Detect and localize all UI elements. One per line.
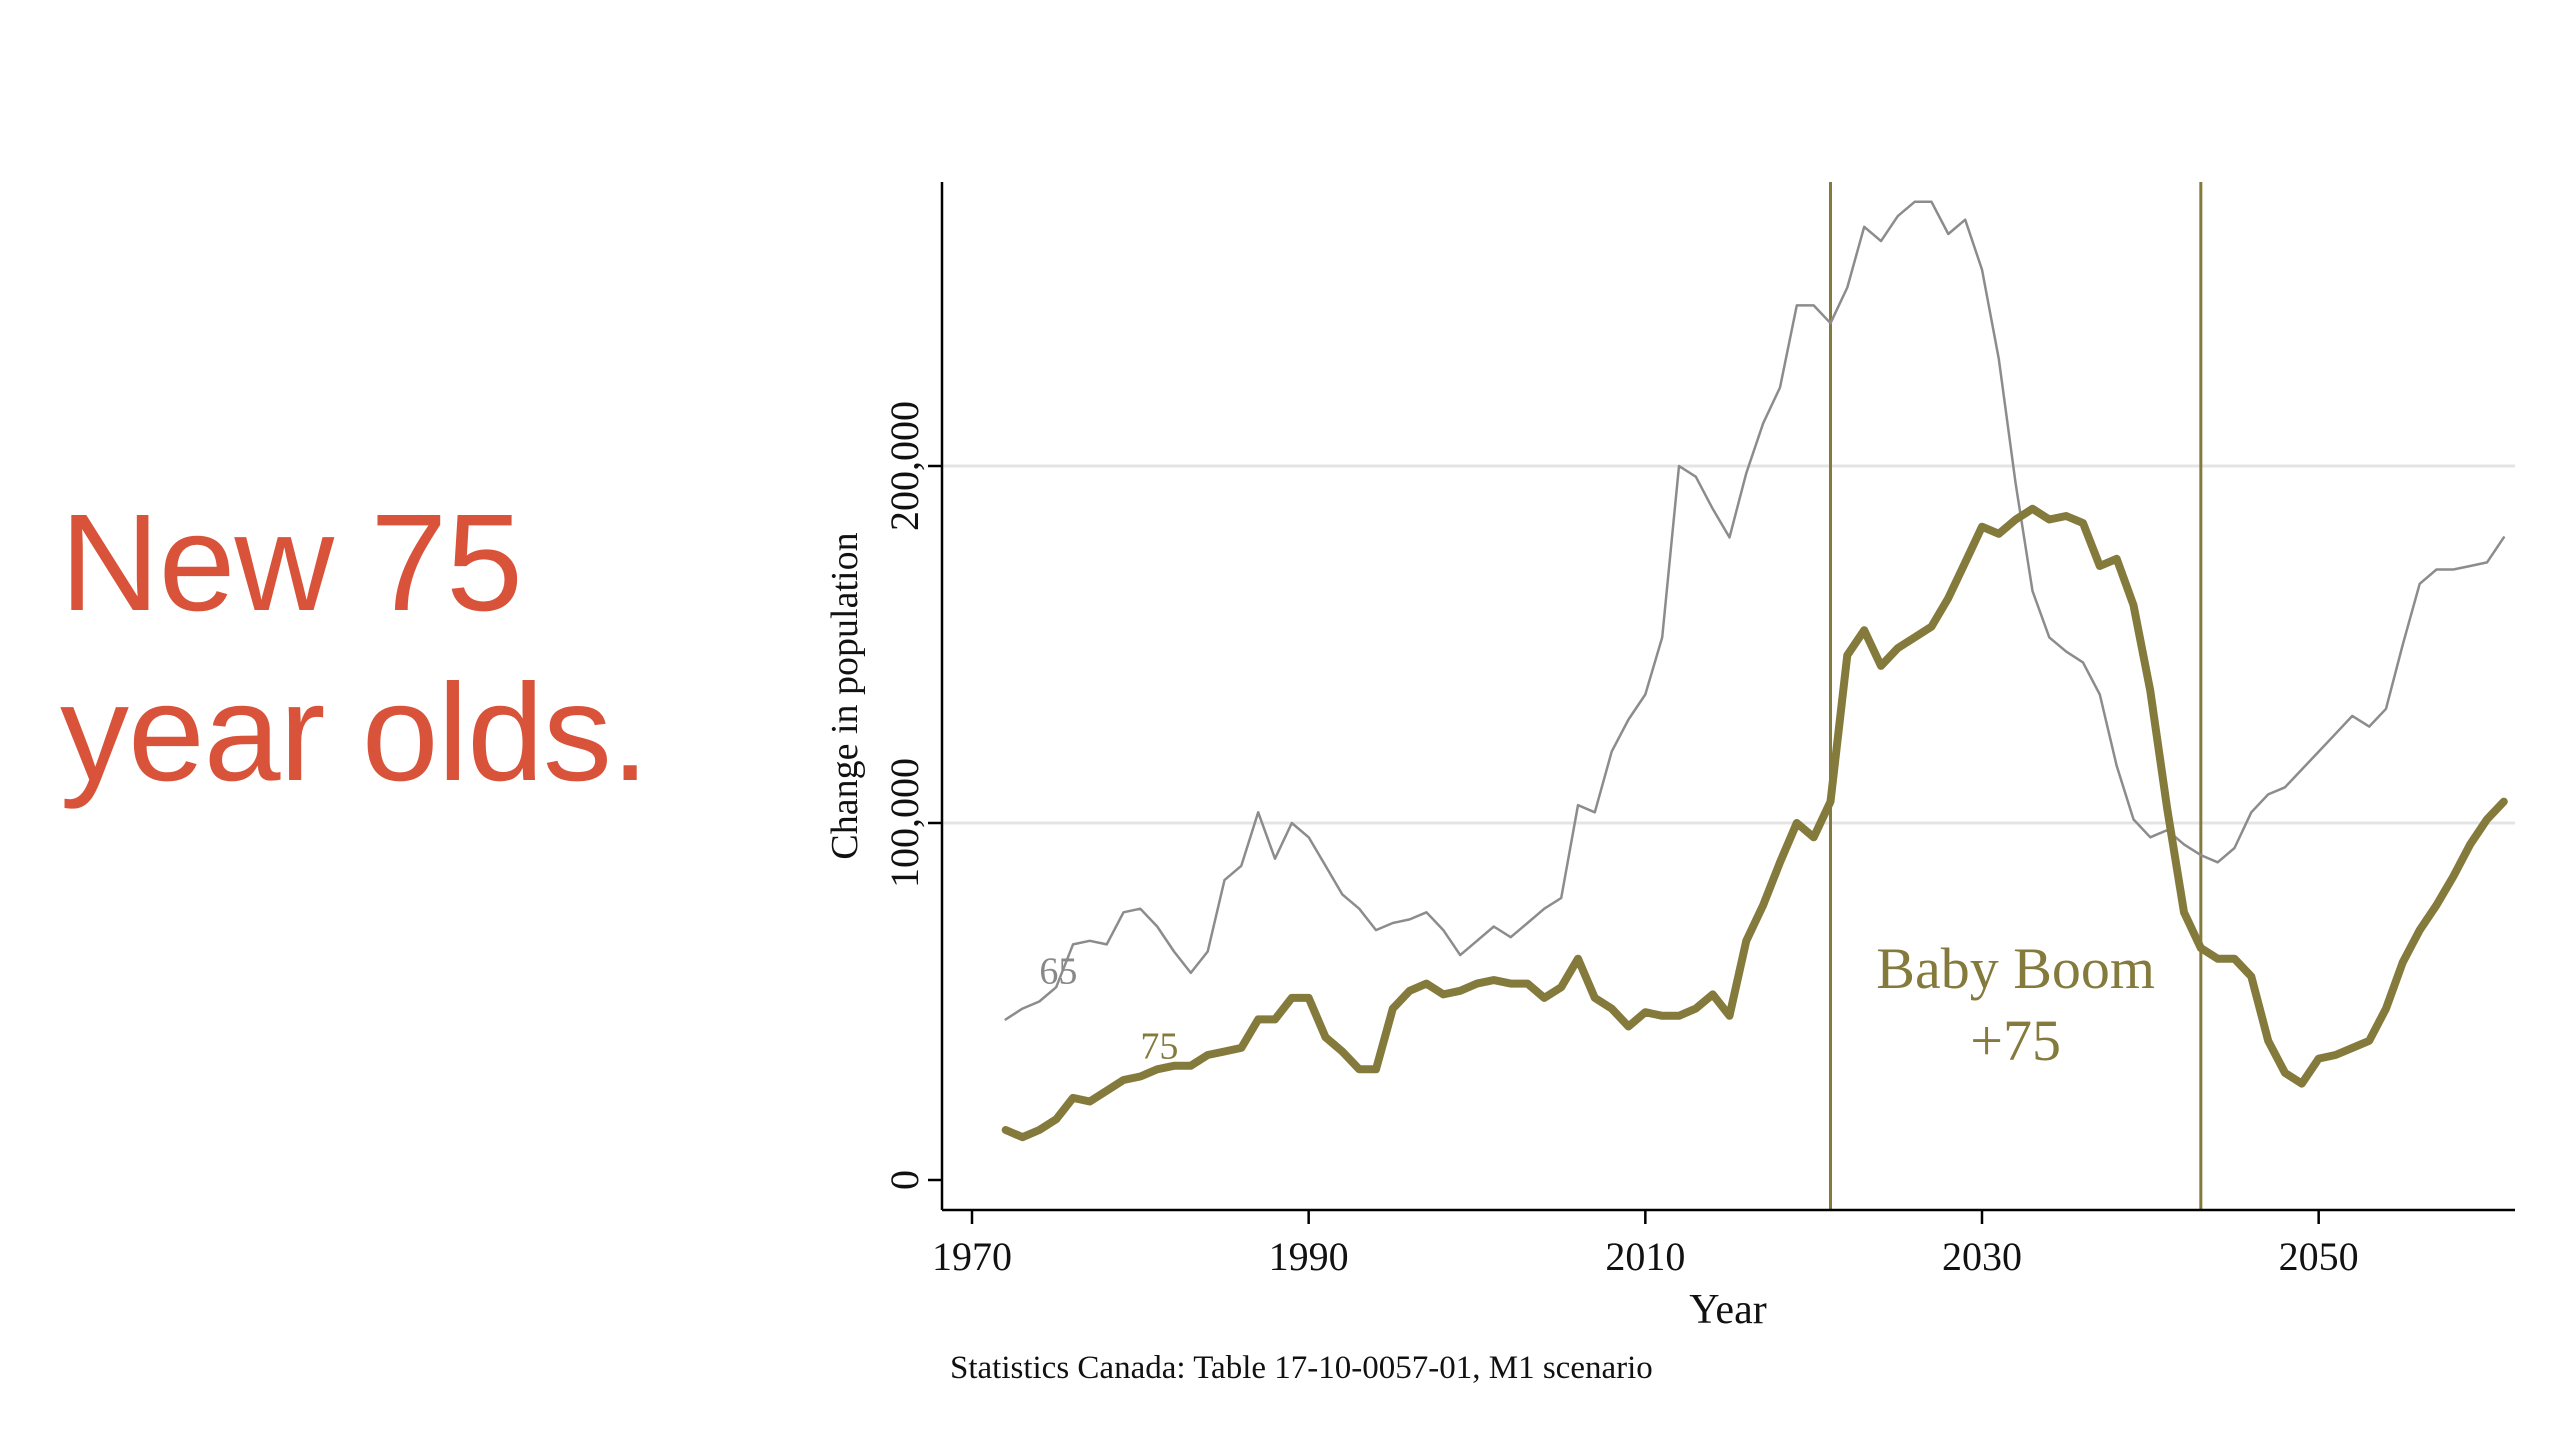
axes [940, 182, 2515, 1212]
x-tick-label-1970: 1970 [932, 1234, 1012, 1279]
series-label-65: 65 [1039, 951, 1077, 993]
slide-title-line-2: year olds. [60, 656, 649, 810]
chart-labels: Year Change in population Statistics Can… [824, 532, 2155, 1386]
slide-title-line-1: New 75 [60, 486, 523, 640]
axis-ticks: 1970 1990 2010 2030 2050 0 100,000 200,000 [882, 401, 2359, 1279]
series-label-75: 75 [1140, 1026, 1178, 1068]
y-tick-label-100000: 100,000 [882, 758, 927, 888]
y-tick-label-0: 0 [882, 1170, 927, 1190]
slide-title: New 75 year olds. [60, 478, 760, 818]
baby-boom-annotation-line-1: Baby Boom [1876, 936, 2155, 1001]
series-lines: 65 75 [1001, 200, 2508, 1142]
y-tick-label-200000: 200,000 [882, 401, 927, 531]
baby-boom-period-markers [1829, 182, 2203, 1210]
baby-boom-annotation-line-2: +75 [1970, 1008, 2061, 1073]
x-tick-label-2050: 2050 [2279, 1234, 2359, 1279]
series-line-65 [1004, 200, 2506, 1021]
series-line-75 [1001, 504, 2508, 1142]
x-tick-label-2010: 2010 [1605, 1234, 1685, 1279]
x-tick-label-2030: 2030 [1942, 1234, 2022, 1279]
y-axis-title: Change in population [824, 532, 866, 859]
x-tick-label-1990: 1990 [1269, 1234, 1349, 1279]
gridlines [942, 464, 2515, 825]
x-axis-title: Year [1689, 1287, 1766, 1333]
source-note: Statistics Canada: Table 17-10-0057-01, … [950, 1350, 1653, 1386]
